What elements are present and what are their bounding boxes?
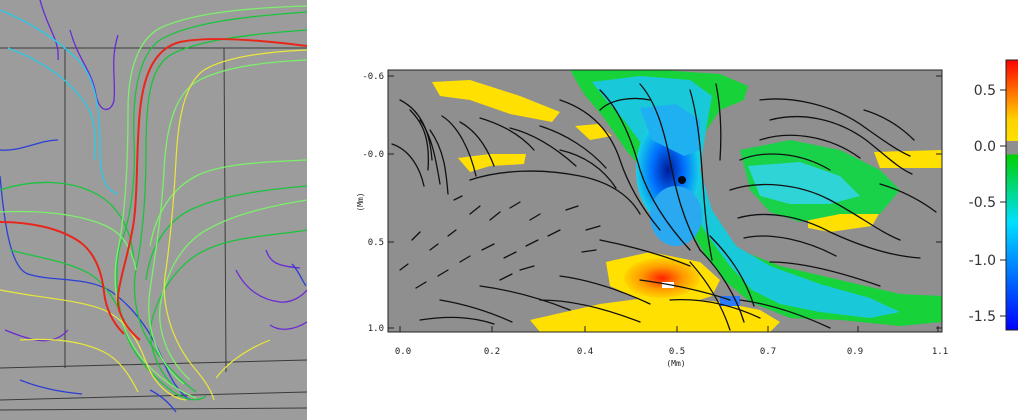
colorbar-gradient	[1005, 59, 1018, 331]
colorbar-tick-label: -0.5	[969, 195, 996, 211]
map-field	[388, 70, 942, 332]
x-tick-label: 0.2	[484, 347, 500, 357]
x-tick-label: 1.1	[932, 347, 948, 357]
fieldlines-red	[0, 38, 307, 341]
streamlines	[391, 83, 937, 331]
blue-core-dot	[678, 176, 686, 184]
colorbar-tick-label: -1.5	[969, 309, 996, 325]
fieldlines-lightgreen	[0, 5, 307, 399]
x-axis: 0.0 0.2 0.4 0.5 0.7 0.9 1.1 (Mm)	[395, 326, 948, 368]
x-tick-label: 0.0	[395, 347, 411, 357]
bounding-box	[0, 47, 307, 411]
y-tick-label: 1.0	[368, 324, 384, 334]
colorbar-tick-label: 0.5	[974, 83, 996, 99]
x-tick-label: 0.5	[669, 347, 685, 357]
colorbar: 0.5 0.0 -0.5 -1.0 -1.5	[969, 59, 1018, 331]
y-tick-label: 0.5	[368, 238, 384, 248]
fieldlines-green	[0, 11, 307, 401]
fieldlines-cyan	[0, 9, 119, 195]
colorbar-tick-label: -1.0	[969, 253, 996, 269]
negative-patches	[570, 70, 942, 326]
fieldlines-yellow	[0, 49, 307, 401]
vector-dashes	[399, 195, 601, 289]
y-axis: -0.6 -0.0 0.5 1.0 (Mm)	[356, 72, 942, 334]
x-tick-label: 0.9	[847, 347, 863, 357]
x-axis-title: (Mm)	[666, 359, 685, 368]
y-axis-title: (Mm)	[356, 192, 365, 211]
hot-core	[624, 258, 700, 298]
y-tick-label: -0.0	[362, 150, 384, 160]
x-tick-label: 0.7	[760, 347, 776, 357]
colorbar-tick-label: 0.0	[974, 139, 996, 155]
y-tick-label: -0.6	[362, 72, 384, 82]
x-tick-label: 0.4	[577, 347, 593, 357]
fieldlines-blue	[0, 139, 307, 413]
vector-map-panel: -0.6 -0.0 0.5 1.0 (Mm) 0.0 0.2 0.4 0.5 0…	[356, 59, 1018, 368]
fieldline-panel	[0, 0, 307, 420]
map-frame	[387, 69, 943, 333]
